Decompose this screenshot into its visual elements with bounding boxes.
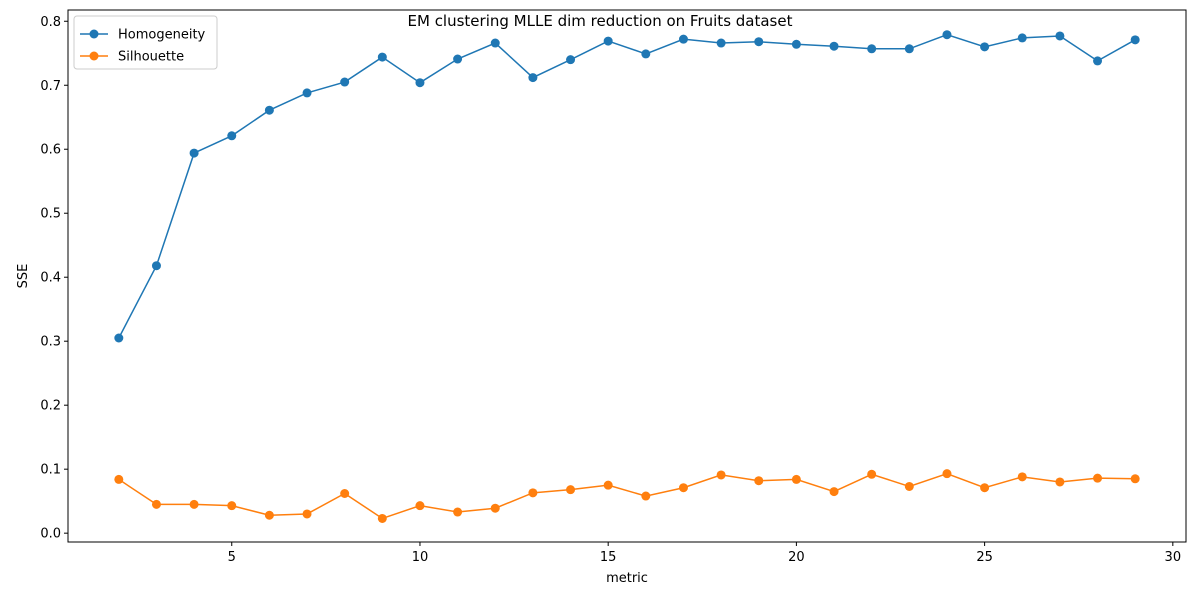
silhouette-point: [904, 481, 914, 491]
x-tick-label: 15: [600, 550, 617, 565]
silhouette-point: [227, 501, 237, 511]
homogeneity-point: [1130, 35, 1140, 45]
homogeneity-point: [829, 41, 839, 51]
silhouette-point: [867, 469, 877, 479]
homogeneity-point: [1055, 31, 1065, 41]
homogeneity-point: [791, 39, 801, 49]
silhouette-point: [1017, 472, 1027, 482]
homogeneity-point: [603, 36, 613, 46]
silhouette-point: [114, 474, 124, 484]
homogeneity-point: [716, 38, 726, 48]
y-tick-label: 0.7: [40, 79, 61, 94]
y-tick-label: 0.4: [40, 271, 61, 286]
homogeneity-point: [264, 105, 274, 115]
homogeneity-point: [904, 44, 914, 54]
legend-label-silhouette: Silhouette: [118, 50, 184, 65]
silhouette-point: [678, 483, 688, 493]
silhouette-point: [453, 507, 463, 517]
homogeneity-point: [340, 77, 350, 87]
silhouette-point: [151, 499, 161, 509]
y-tick-label: 0.2: [40, 399, 61, 414]
y-tick-label: 0.6: [40, 143, 61, 158]
homogeneity-point: [490, 38, 500, 48]
homogeneity-point: [754, 37, 764, 47]
legend-marker-silhouette: [89, 51, 99, 61]
homogeneity-point: [980, 42, 990, 52]
silhouette-point: [754, 476, 764, 486]
homogeneity-point: [1093, 56, 1103, 66]
x-tick-label: 20: [788, 550, 805, 565]
homogeneity-point: [678, 34, 688, 44]
legend-box: [73, 15, 218, 70]
silhouette-point: [302, 509, 312, 519]
silhouette-point: [716, 470, 726, 480]
silhouette-point: [1055, 477, 1065, 487]
silhouette-point: [528, 488, 538, 498]
x-tick-label: 30: [1165, 550, 1182, 565]
plot-area: [114, 30, 1140, 523]
homogeneity-point: [1017, 33, 1027, 43]
x-axis: 5 10 15 20 25 30: [228, 542, 1181, 565]
y-tick-label: 0.0: [40, 527, 61, 542]
chart-title: EM clustering MLLE dim reduction on Frui…: [408, 12, 793, 30]
legend-marker-homogeneity: [89, 29, 99, 39]
silhouette-point: [264, 510, 274, 520]
homogeneity-point: [227, 131, 237, 141]
silhouette-point: [603, 480, 613, 490]
homogeneity-point: [189, 148, 199, 158]
silhouette-point: [377, 513, 387, 523]
y-tick-label: 0.1: [40, 463, 61, 478]
homogeneity-point: [302, 88, 312, 98]
homogeneity-point: [867, 44, 877, 54]
silhouette-point: [566, 485, 576, 495]
y-tick-label: 0.8: [40, 15, 61, 30]
y-axis: 0.0 0.1 0.2 0.3 0.4 0.5 0.6 0.7 0.8: [40, 15, 68, 542]
silhouette-point: [791, 474, 801, 484]
homogeneity-point: [453, 54, 463, 64]
silhouette-point: [490, 503, 500, 513]
plot-frame: [67, 9, 1187, 543]
homogeneity-point: [151, 261, 161, 271]
silhouette-point: [829, 487, 839, 497]
y-tick-label: 0.5: [40, 207, 61, 222]
silhouette-point: [1130, 474, 1140, 484]
silhouette-point: [415, 501, 425, 511]
silhouette-line: [118, 472, 1136, 520]
homogeneity-point: [377, 52, 387, 62]
homogeneity-point: [942, 30, 952, 40]
silhouette-point: [641, 491, 651, 501]
homogeneity-point: [415, 78, 425, 88]
y-axis-label: SSE: [16, 264, 31, 289]
homogeneity-point: [641, 49, 651, 59]
silhouette-point: [980, 483, 990, 493]
homogeneity-line: [118, 33, 1136, 339]
silhouette-point: [340, 489, 350, 498]
x-axis-label: metric: [606, 571, 648, 586]
homogeneity-point: [566, 55, 576, 65]
legend-label-homogeneity: Homogeneity: [118, 28, 206, 43]
silhouette-point: [189, 499, 199, 509]
legend: Homogeneity Silhouette: [73, 15, 218, 70]
homogeneity-point: [528, 73, 538, 83]
x-tick-label: 25: [976, 550, 993, 565]
x-tick-label: 10: [412, 550, 429, 565]
y-tick-label: 0.3: [40, 335, 61, 350]
homogeneity-point: [114, 333, 124, 343]
silhouette-point: [942, 469, 952, 479]
x-tick-label: 5: [228, 550, 236, 565]
silhouette-point: [1093, 473, 1103, 483]
